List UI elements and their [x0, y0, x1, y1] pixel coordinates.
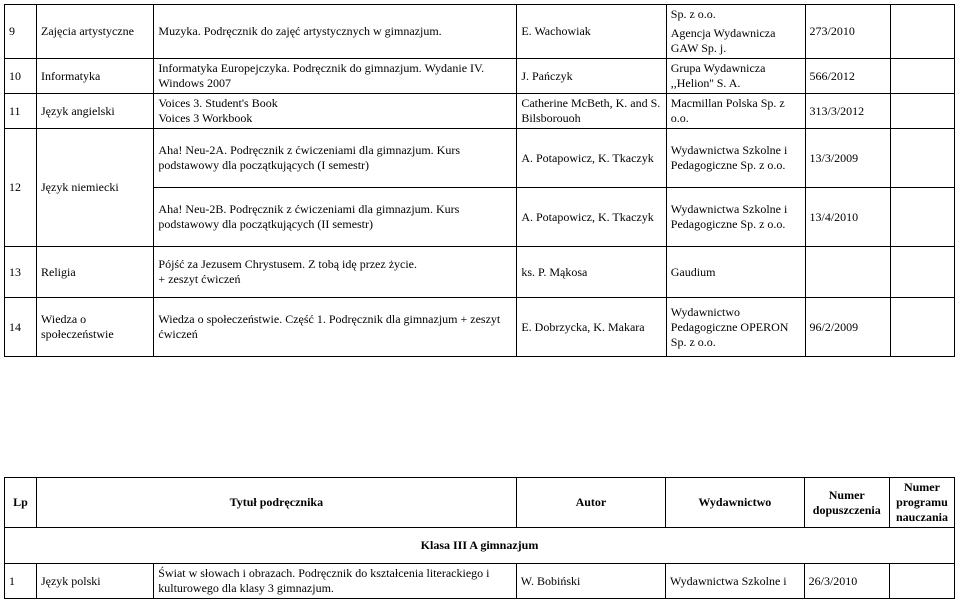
- row-extra: [890, 94, 954, 129]
- table-row: 10 Informatyka Informatyka Europejczyka.…: [5, 59, 955, 94]
- row-author: W. Bobiński: [516, 564, 665, 599]
- table-row: 11 Język angielski Voices 3. Student's B…: [5, 94, 955, 129]
- header-author: Autor: [516, 478, 665, 528]
- row-publisher: Macmillan Polska Sp. z o.o.: [666, 94, 805, 129]
- row-num: 13: [5, 247, 37, 298]
- row-subject: Zajęcia artystyczne: [37, 5, 154, 59]
- row-publisher: Wydawnictwa Szkolne i: [666, 564, 805, 599]
- row-ref: 13/4/2010: [805, 188, 890, 247]
- header-publisher: Wydawnictwo: [666, 478, 805, 528]
- row-extra: [890, 188, 954, 247]
- row-publisher: Grupa Wydawnicza ,,Helion'' S. A.: [666, 59, 805, 94]
- spacer: [4, 357, 955, 477]
- row-author: E. Dobrzycka, K. Makara: [517, 298, 666, 357]
- row-publisher-top: Sp. z o.o.: [666, 5, 805, 25]
- row-title: Muzyka. Podręcznik do zajęć artystycznyc…: [154, 5, 517, 59]
- row-title: Wiedza o społeczeństwie. Część 1. Podręc…: [154, 298, 517, 357]
- row-subject: Język polski: [36, 564, 153, 599]
- row-title: Pójść za Jezusem Chrystusem. Z tobą idę …: [154, 247, 517, 298]
- row-subject: Język niemiecki: [37, 129, 154, 247]
- row-extra: [890, 59, 954, 94]
- row-ref: 273/2010: [805, 5, 890, 59]
- row-title: Aha! Neu-2A. Podręcznik z ćwiczeniami dl…: [154, 129, 517, 188]
- table-row: 14 Wiedza o społeczeństwie Wiedza o społ…: [5, 298, 955, 357]
- row-ref: [805, 247, 890, 298]
- row-author: Catherine McBeth, K. and S. Bilsborouoh: [517, 94, 666, 129]
- row-ref: 13/3/2009: [805, 129, 890, 188]
- row-num: 14: [5, 298, 37, 357]
- row-num: 9: [5, 5, 37, 59]
- table-header: Lp Tytuł podręcznika Autor Wydawnictwo N…: [5, 478, 955, 528]
- row-author: A. Potapowicz, K. Tkaczyk: [517, 129, 666, 188]
- header-numref: Numer dopuszczenia: [804, 478, 889, 528]
- textbook-table-2: Lp Tytuł podręcznika Autor Wydawnictwo N…: [4, 477, 955, 599]
- row-num: 10: [5, 59, 37, 94]
- row-extra: [890, 129, 954, 188]
- row-author: A. Potapowicz, K. Tkaczyk: [517, 188, 666, 247]
- row-extra: [890, 298, 954, 357]
- row-title: Świat w słowach i obrazach. Podręcznik d…: [154, 564, 517, 599]
- class-title-row: Klasa III A gimnazjum: [5, 528, 955, 564]
- table-row: 13 Religia Pójść za Jezusem Chrystusem. …: [5, 247, 955, 298]
- row-num: 12: [5, 129, 37, 247]
- row-publisher: Agencja Wydawnicza GAW Sp. j.: [666, 24, 805, 59]
- row-subject: Informatyka: [37, 59, 154, 94]
- row-num: 1: [5, 564, 37, 599]
- row-title: Voices 3. Student's Book Voices 3 Workbo…: [154, 94, 517, 129]
- header-title: Tytuł podręcznika: [36, 478, 516, 528]
- row-subject: Religia: [37, 247, 154, 298]
- row-extra: [889, 564, 954, 599]
- row-title: Aha! Neu-2B. Podręcznik z ćwiczeniami dl…: [154, 188, 517, 247]
- row-ref: 96/2/2009: [805, 298, 890, 357]
- row-author: J. Pańczyk: [517, 59, 666, 94]
- row-extra: [890, 5, 954, 59]
- textbook-table-1: 9 Zajęcia artystyczne Muzyka. Podręcznik…: [4, 4, 955, 357]
- row-ref: 566/2012: [805, 59, 890, 94]
- row-publisher: Wydawnictwo Pedagogiczne OPERON Sp. z o.…: [666, 298, 805, 357]
- header-program: Numer programu nauczania: [889, 478, 954, 528]
- row-publisher: Wydawnictwa Szkolne i Pedagogiczne Sp. z…: [666, 188, 805, 247]
- row-title: Informatyka Europejczyka. Podręcznik do …: [154, 59, 517, 94]
- row-publisher: Wydawnictwa Szkolne i Pedagogiczne Sp. z…: [666, 129, 805, 188]
- table-row: 12 Język niemiecki Aha! Neu-2A. Podręczn…: [5, 129, 955, 188]
- row-author: E. Wachowiak: [517, 5, 666, 59]
- class-title: Klasa III A gimnazjum: [5, 528, 955, 564]
- row-subject: Język angielski: [37, 94, 154, 129]
- table-row: 1 Język polski Świat w słowach i obrazac…: [5, 564, 955, 599]
- row-ref: 26/3/2010: [804, 564, 889, 599]
- row-author: ks. P. Mąkosa: [517, 247, 666, 298]
- row-subject: Wiedza o społeczeństwie: [37, 298, 154, 357]
- row-num: 11: [5, 94, 37, 129]
- row-ref: 313/3/2012: [805, 94, 890, 129]
- row-publisher: Gaudium: [666, 247, 805, 298]
- row-extra: [890, 247, 954, 298]
- header-lp: Lp: [5, 478, 37, 528]
- table-row: 9 Zajęcia artystyczne Muzyka. Podręcznik…: [5, 5, 955, 25]
